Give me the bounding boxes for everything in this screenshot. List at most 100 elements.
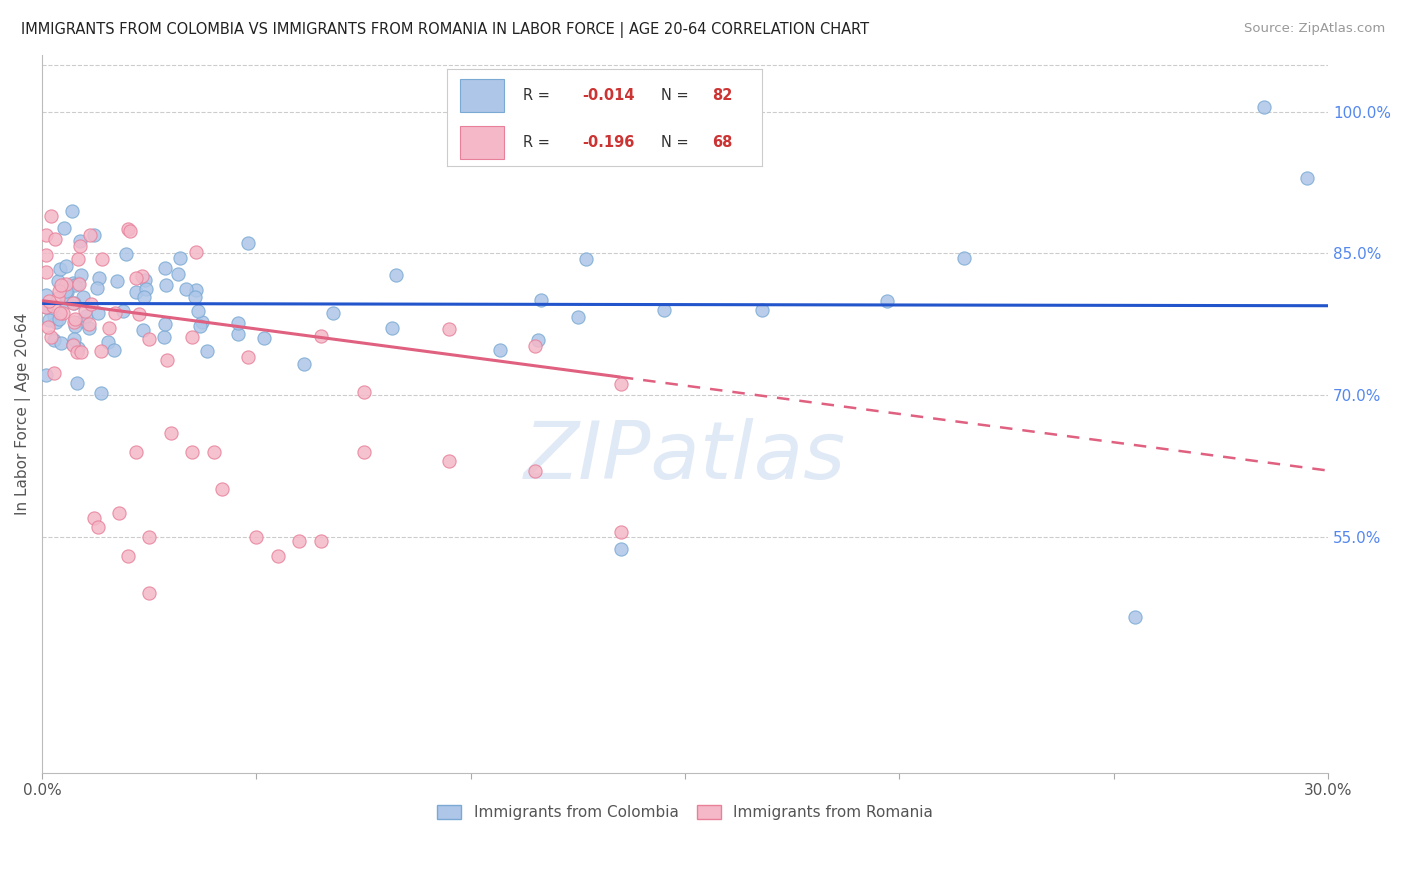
Point <box>610 524 633 539</box>
Point <box>62 332 84 346</box>
Point <box>79 227 101 242</box>
Point <box>439 322 461 336</box>
Point <box>211 483 233 497</box>
Point <box>90 343 112 358</box>
Point <box>86 281 108 295</box>
Point <box>91 252 114 267</box>
Point <box>125 270 148 285</box>
Point <box>610 377 633 392</box>
Point <box>80 297 103 311</box>
Point <box>97 335 120 350</box>
Point <box>353 444 375 458</box>
Point <box>322 306 344 320</box>
Point <box>79 321 101 335</box>
Point <box>66 376 89 390</box>
Point <box>55 294 77 309</box>
Point <box>439 454 461 468</box>
Point <box>524 464 547 478</box>
Point <box>35 301 58 315</box>
Point <box>38 313 60 327</box>
Point <box>48 306 70 320</box>
Point <box>39 329 62 343</box>
Point <box>652 303 675 318</box>
Point <box>44 309 66 323</box>
Point <box>1253 100 1275 114</box>
Legend: Immigrants from Colombia, Immigrants from Romania: Immigrants from Colombia, Immigrants fro… <box>430 799 939 826</box>
Point <box>876 293 898 308</box>
Point <box>98 321 121 335</box>
Point <box>184 290 207 304</box>
Point <box>62 338 84 352</box>
Point <box>228 327 250 342</box>
Point <box>125 285 148 299</box>
Point <box>112 304 135 318</box>
Point <box>288 534 311 549</box>
Point <box>70 314 93 328</box>
Point <box>45 315 67 329</box>
Point <box>125 444 148 458</box>
Point <box>236 350 259 364</box>
Point <box>37 320 59 334</box>
Point <box>155 353 177 368</box>
Point <box>138 332 160 346</box>
Point <box>134 273 156 287</box>
Point <box>104 306 127 320</box>
Point <box>77 317 100 331</box>
Point <box>66 341 89 355</box>
Point <box>128 307 150 321</box>
Point <box>69 234 91 248</box>
Point <box>138 586 160 600</box>
Point <box>184 244 207 259</box>
Point <box>190 318 212 333</box>
Point <box>63 315 86 329</box>
Point <box>87 270 110 285</box>
Point <box>353 385 375 400</box>
Point <box>73 303 96 318</box>
Point <box>187 304 209 318</box>
Point <box>169 251 191 265</box>
Point <box>44 232 66 246</box>
Point <box>48 312 70 326</box>
Point <box>70 345 93 359</box>
Point <box>488 343 510 358</box>
Point <box>87 520 110 534</box>
Point <box>52 221 75 235</box>
Point <box>567 310 589 325</box>
Point <box>72 290 94 304</box>
Point <box>245 530 267 544</box>
Point <box>132 290 155 304</box>
Point <box>155 261 177 276</box>
Point <box>103 343 125 358</box>
Point <box>63 311 86 326</box>
Point <box>267 549 290 563</box>
Point <box>55 284 77 298</box>
Point <box>132 323 155 337</box>
Point <box>49 277 72 292</box>
Y-axis label: In Labor Force | Age 20-64: In Labor Force | Age 20-64 <box>15 313 31 515</box>
Point <box>381 321 404 335</box>
Point <box>42 367 65 381</box>
Point <box>35 368 58 383</box>
Point <box>191 315 214 329</box>
Point <box>55 259 77 273</box>
Point <box>530 293 553 307</box>
Point <box>166 268 188 282</box>
Point <box>236 235 259 250</box>
Point <box>51 335 73 350</box>
Point <box>62 295 84 310</box>
Point <box>292 357 315 371</box>
Point <box>63 278 86 293</box>
Point <box>66 276 89 290</box>
Point <box>46 274 69 288</box>
Point <box>131 268 153 283</box>
Point <box>55 285 77 299</box>
Point <box>87 306 110 320</box>
Point <box>52 305 75 319</box>
Point <box>66 345 89 359</box>
Text: Source: ZipAtlas.com: Source: ZipAtlas.com <box>1244 22 1385 36</box>
Point <box>55 277 77 291</box>
Point <box>35 300 58 314</box>
Point <box>46 291 69 305</box>
Point <box>228 316 250 330</box>
Point <box>575 252 598 267</box>
